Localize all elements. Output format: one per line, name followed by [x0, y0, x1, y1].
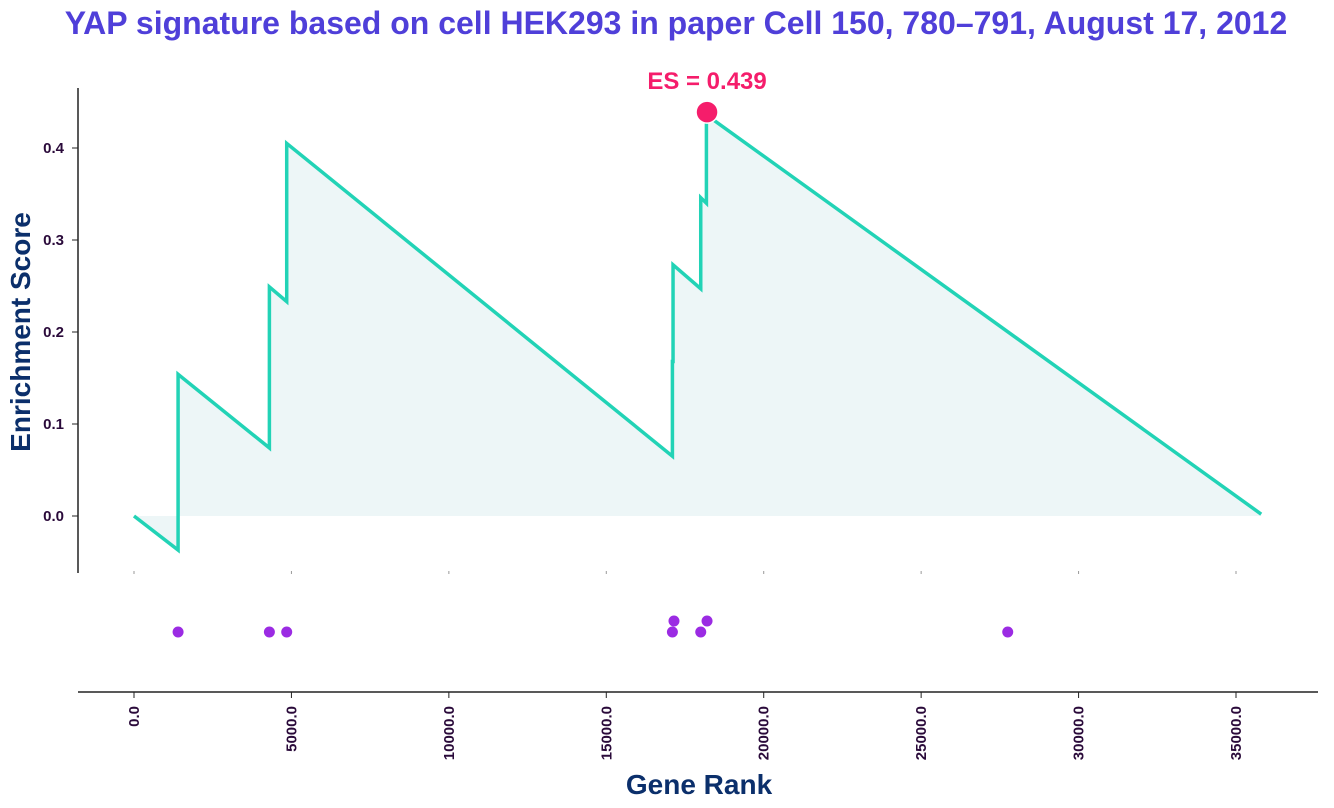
x-tick-label: 10000.0 [441, 706, 458, 760]
y-tick-label: 0.2 [43, 324, 64, 341]
y-tick-label: 0.4 [43, 140, 65, 157]
x-tick-label: 15000.0 [598, 706, 615, 760]
hit-marker [172, 626, 184, 638]
hit-marker [701, 615, 713, 627]
hit-marker [668, 615, 680, 627]
es-label: ES = 0.439 [647, 68, 766, 95]
hit-marker [695, 626, 707, 638]
x-axis-label: Gene Rank [626, 769, 773, 800]
x-tick-label: 30000.0 [1071, 706, 1088, 760]
y-tick-label: 0.0 [43, 508, 64, 525]
y-axis-label: Enrichment Score [5, 212, 36, 452]
hit-marker [263, 626, 275, 638]
hit-marker [281, 626, 293, 638]
x-tick-label: 5000.0 [283, 706, 300, 752]
y-tick-label: 0.1 [43, 416, 64, 433]
enrichment-plot: 0.0 0.1 0.2 0.3 0.4 ES = 0.439 [43, 68, 1263, 574]
hit-marker [666, 626, 678, 638]
y-tick-label: 0.3 [43, 232, 64, 249]
hits-plot: 0.0 5000.0 10000.0 15000.0 20000.0 25000.0 300… [78, 615, 1318, 760]
chart-title: YAP signature based on cell HEK293 in pa… [65, 5, 1288, 41]
hit-marker [1002, 626, 1014, 638]
x-tick-label: 25000.0 [913, 706, 930, 760]
x-tick-label: 20000.0 [756, 706, 773, 760]
enrichment-area [134, 112, 1262, 551]
x-tick-label: 0.0 [126, 706, 143, 727]
es-point [695, 100, 719, 124]
x-tick-label: 35000.0 [1228, 706, 1245, 760]
